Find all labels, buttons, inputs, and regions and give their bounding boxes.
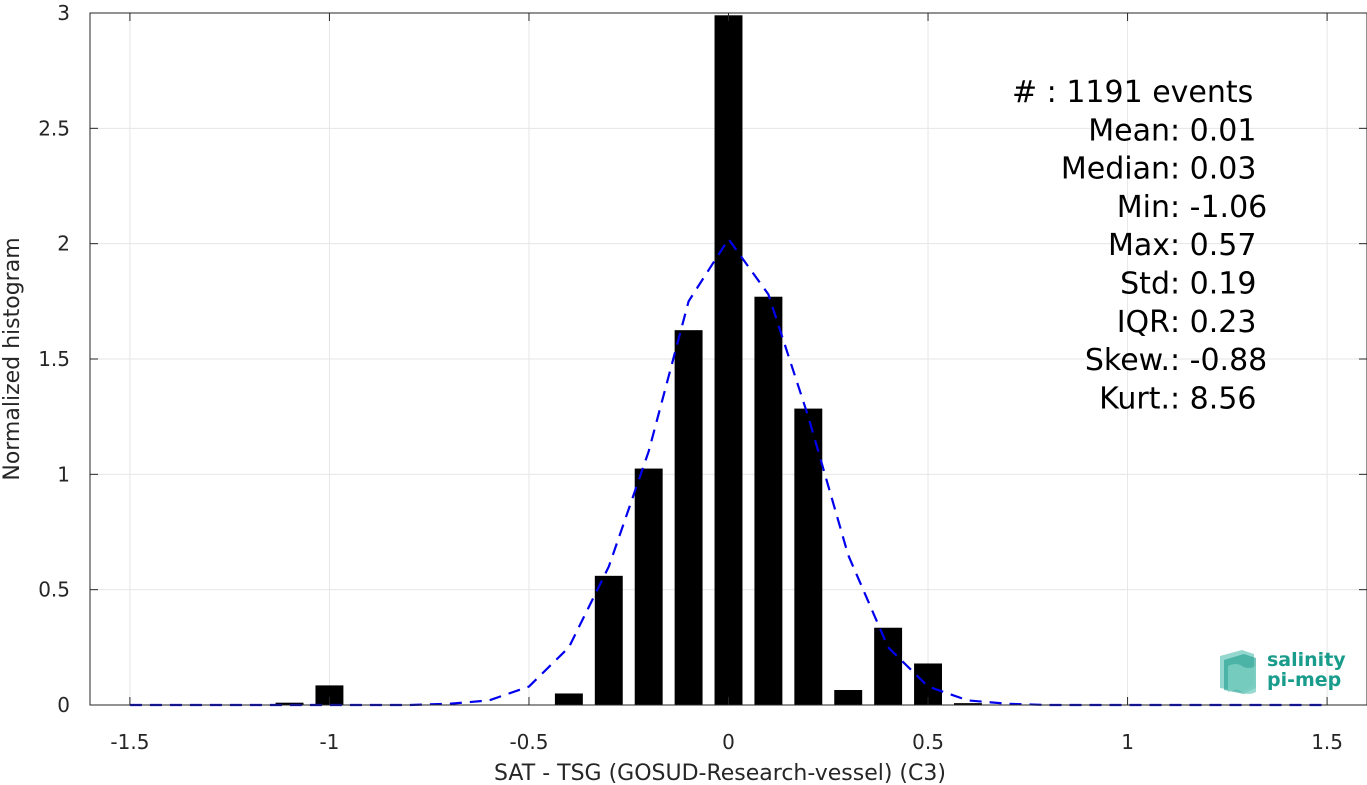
stats-value: : 0.03	[1170, 152, 1256, 187]
y-axis-label: Normalized histogram	[0, 237, 25, 480]
histogram-bar	[594, 575, 623, 705]
ticks	[90, 12, 1367, 706]
stats-value: : 0.57	[1170, 228, 1256, 263]
stats-value: : -0.88	[1170, 343, 1267, 378]
x-axis-label: SAT - TSG (GOSUD-Research-vessel) (C3)	[494, 761, 946, 785]
wave-logo-icon	[1220, 650, 1256, 694]
x-tick-label: -1	[319, 730, 339, 754]
stats-value: : 0.01	[1170, 113, 1256, 148]
x-tick-label: 1	[1121, 730, 1134, 754]
stats-line: Min	[1117, 190, 1170, 225]
stats-label: IQR	[1117, 305, 1170, 340]
stats-line: Max	[1108, 228, 1170, 263]
histogram-bar	[554, 693, 583, 705]
stats-label: Median	[1061, 152, 1170, 187]
logo-line-2: pi-mep	[1267, 669, 1341, 691]
stats-label: Std	[1120, 267, 1170, 302]
tick-labels: -1.5 -1 -0.5 0 0.5 1 1.5 0 0.5 1 1.5 2 2.5 3	[38, 1, 1343, 754]
stats-label: Kurt.	[1099, 381, 1170, 416]
stats-line: Skew.	[1085, 343, 1170, 378]
x-tick-label: 0.5	[912, 730, 944, 754]
stats-line: Std	[1120, 267, 1170, 302]
stats-value: : 0.19	[1170, 267, 1256, 302]
histogram-bar	[634, 468, 663, 705]
x-tick-label: -0.5	[509, 730, 548, 754]
y-tick-label: 1	[57, 462, 70, 486]
histogram-bar	[315, 685, 344, 705]
y-tick-label: 2.5	[38, 116, 70, 140]
stats-value: : 8.56	[1170, 381, 1256, 416]
histogram-bar	[834, 690, 863, 705]
bars	[275, 15, 982, 706]
histogram-bar	[754, 296, 783, 705]
histogram-bar	[794, 408, 823, 705]
stats-line: Kurt.	[1099, 381, 1170, 416]
salinity-pi-mep-logo: salinity pi-mep	[1220, 649, 1346, 694]
stats-label: Skew.	[1085, 343, 1170, 378]
y-tick-label: 2	[57, 232, 70, 256]
stats-label: Max	[1108, 228, 1170, 263]
stats-value: : -1.06	[1170, 190, 1267, 225]
x-tick-label: -1.5	[110, 730, 149, 754]
stats-line: # : 1191 events	[1012, 75, 1253, 110]
stats-label: Min	[1117, 190, 1170, 225]
y-tick-label: 0.5	[38, 578, 70, 602]
stats-label: Mean	[1088, 113, 1170, 148]
stats-line: Mean	[1088, 113, 1170, 148]
histogram-bar	[674, 330, 703, 705]
stats-line: Median	[1061, 152, 1170, 187]
y-tick-label: 3	[57, 1, 70, 25]
y-tick-label: 0	[57, 693, 70, 717]
logo-line-1: salinity	[1267, 649, 1346, 671]
histogram-bar	[275, 702, 304, 705]
histogram-bar	[714, 15, 743, 706]
stats-value: : 0.23	[1170, 305, 1256, 340]
x-tick-label: 0	[722, 730, 735, 754]
stats-line: IQR	[1117, 305, 1170, 340]
histogram-bar	[874, 627, 903, 705]
histogram-bar	[953, 703, 982, 705]
x-tick-label: 1.5	[1311, 730, 1343, 754]
y-tick-label: 1.5	[38, 347, 70, 371]
